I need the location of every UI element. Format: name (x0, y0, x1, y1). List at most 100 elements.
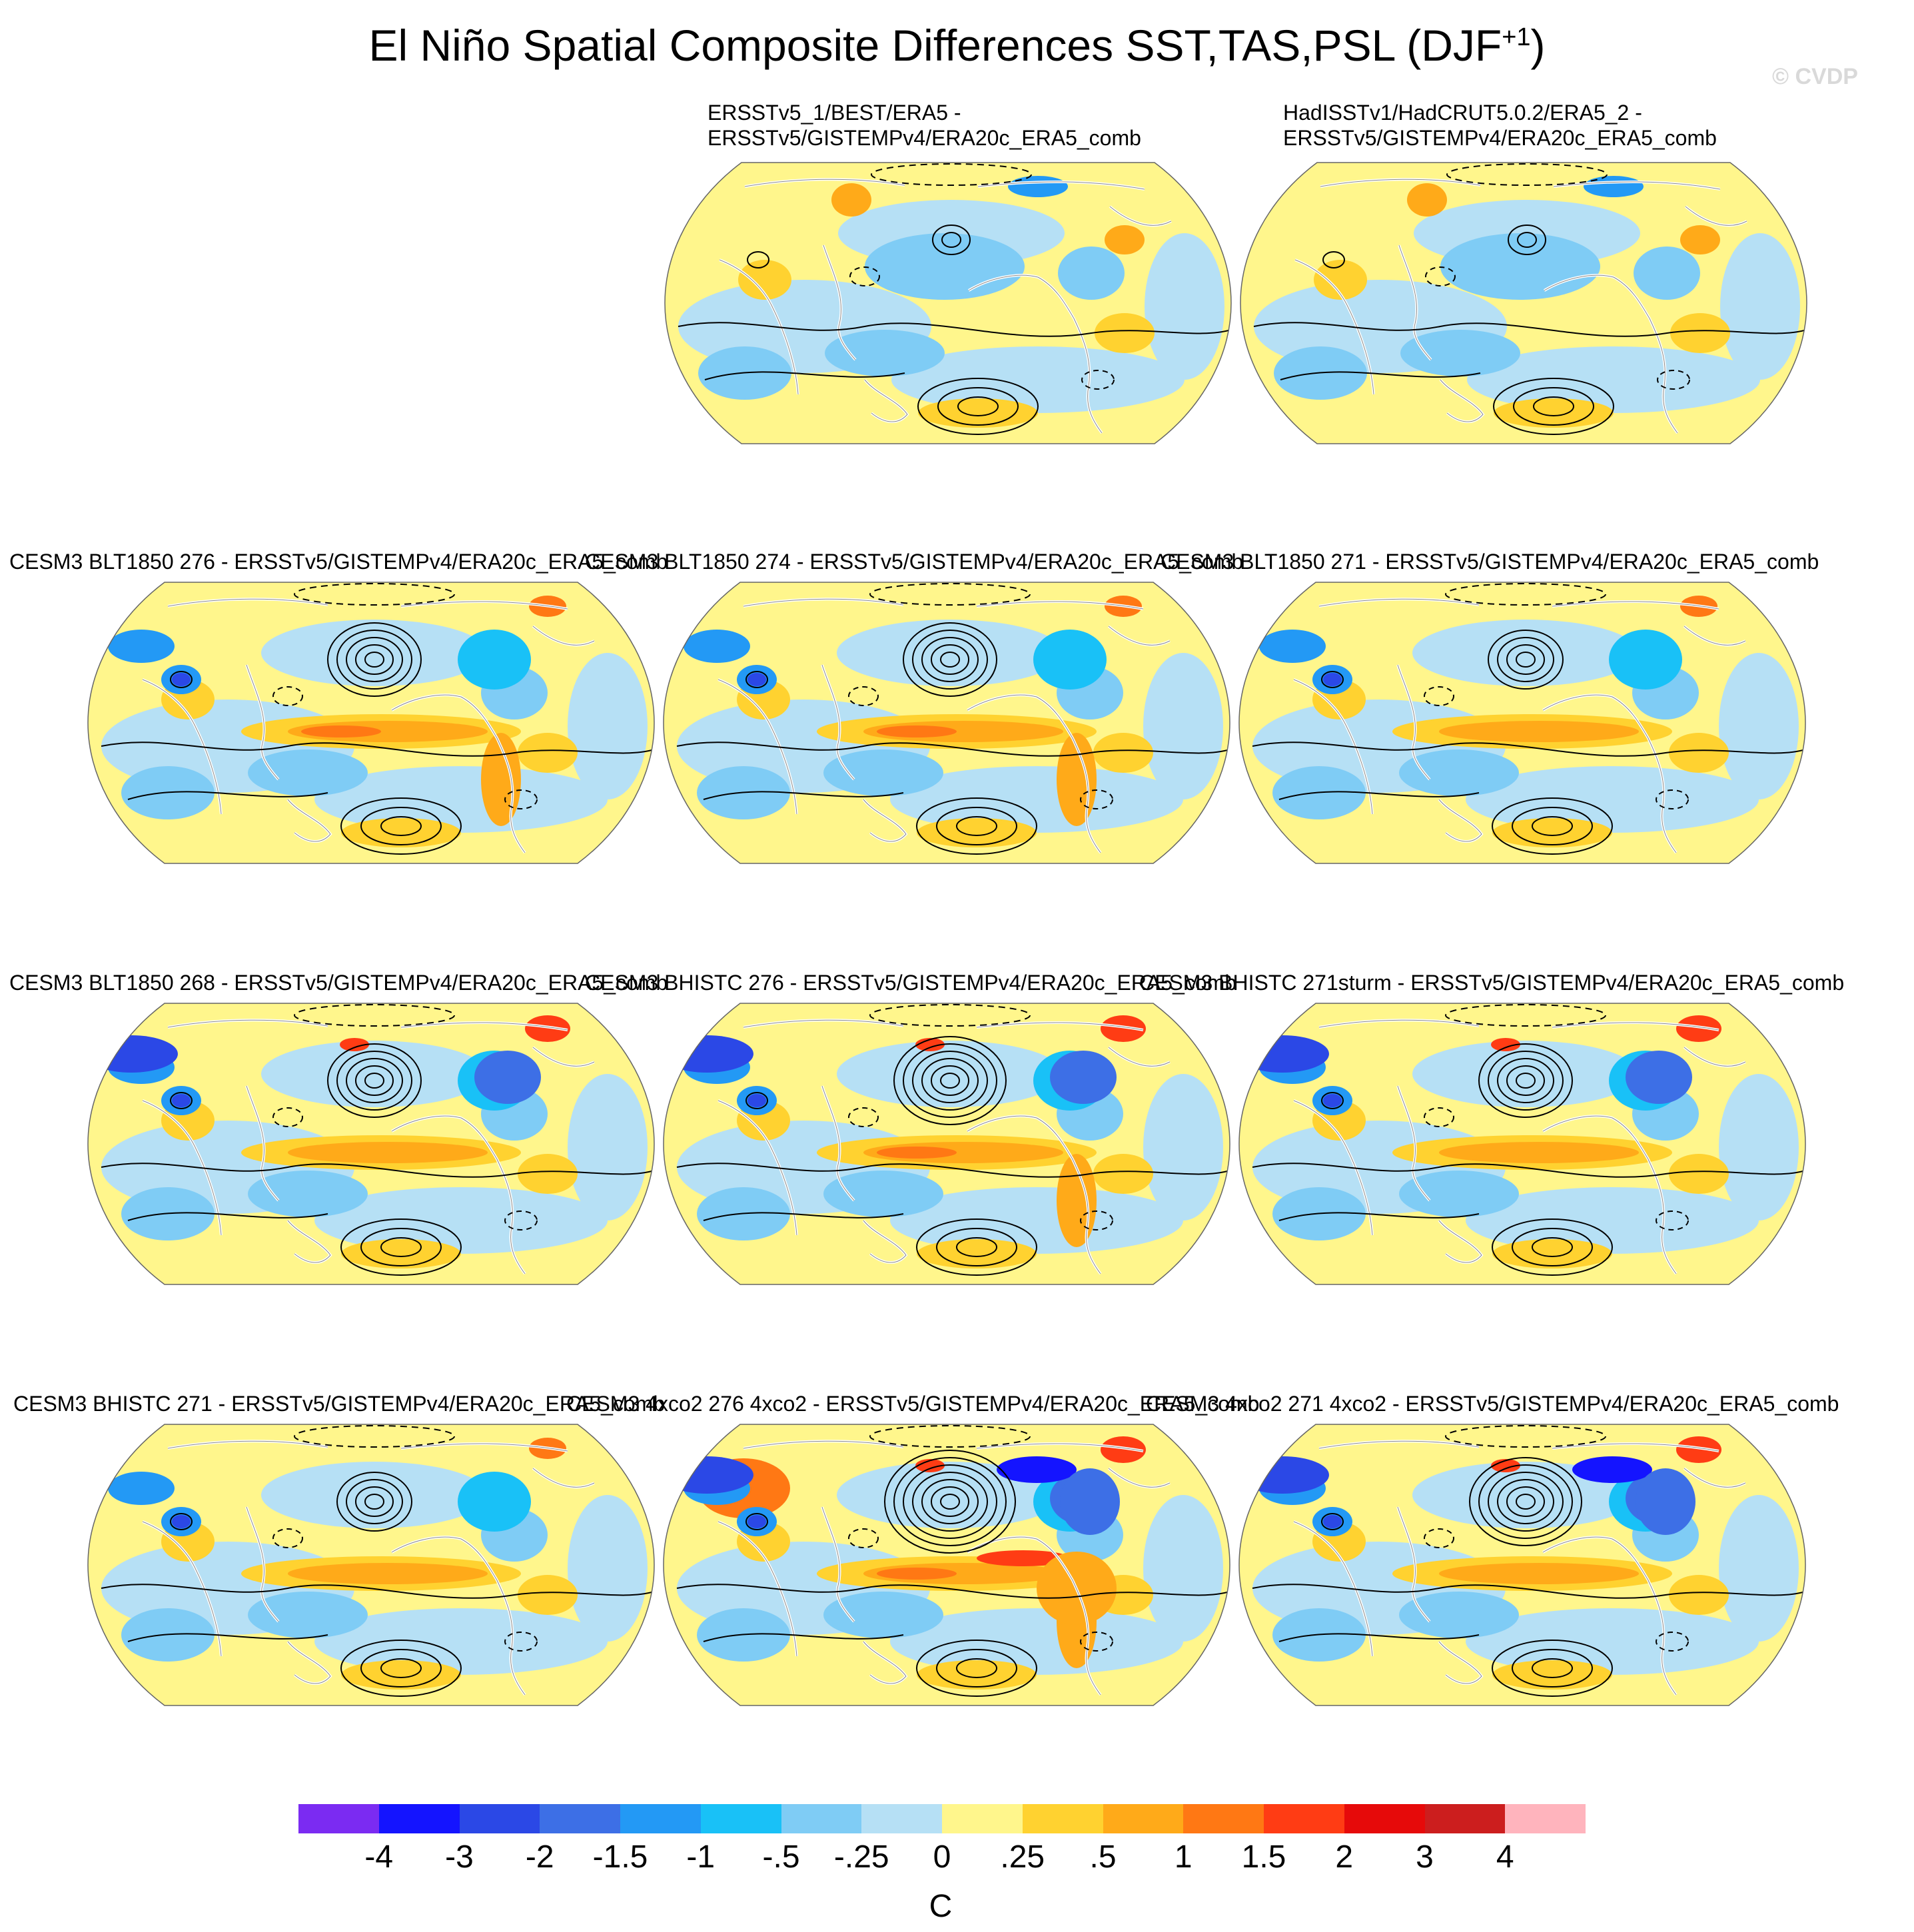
slp-contour (1512, 1649, 1593, 1688)
panel-title-7: CESM3 BHISTC 276 - ERSSTv5/GISTEMPv4/ERA… (585, 971, 1237, 995)
slp-contour (1488, 1051, 1564, 1111)
slp-contour (956, 816, 997, 836)
land-outline-edge (1108, 1047, 1171, 1067)
anomaly-cool-band (1719, 653, 1799, 799)
slp-contour-negative (1656, 789, 1689, 809)
cold-anomaly-north-america (458, 630, 531, 690)
slp-contour (127, 791, 328, 800)
anomaly-warm-patch (831, 183, 871, 217)
anomaly-cool-patch (823, 749, 943, 796)
slp-contour (364, 1494, 384, 1510)
slp-contour (936, 1228, 1017, 1266)
land-outline-edge (287, 1220, 331, 1263)
land-outline-edge (142, 679, 222, 815)
colorbar-swatch (942, 1804, 1023, 1833)
cold-anomaly-eurasia-core (1239, 1035, 1329, 1073)
land-outline-edge (718, 1100, 797, 1236)
colorbar-swatch (620, 1804, 701, 1833)
slp-contour (364, 652, 384, 668)
panel-title-10: CESM3 4xco2 276 4xco2 - ERSSTv5/GISTEMPv… (566, 1392, 1260, 1416)
land-outline-edge (532, 626, 595, 646)
slp-contour-negative (504, 789, 538, 809)
land-outline-edge (864, 379, 908, 422)
slp-contour (703, 791, 904, 800)
land-outline-edge (246, 1506, 279, 1622)
colorbar-tick-label: -4 (364, 1839, 394, 1875)
land-outline-edge (400, 1022, 568, 1031)
land-outline-edge (167, 1440, 328, 1449)
slp-contour (884, 1450, 1016, 1554)
anomaly-warm-patch (1492, 1660, 1612, 1690)
el-nino-tongue (288, 1563, 488, 1584)
cold-anomaly-north-america-core (1626, 1051, 1692, 1104)
slp-contour-negative (272, 1528, 303, 1548)
slp-contour (1506, 1486, 1545, 1517)
slp-contour (912, 1472, 988, 1532)
slp-contour-negative (272, 686, 303, 706)
panel-title-5: CESM3 BLT1850 271 - ERSSTv5/GISTEMPv4/ER… (1161, 550, 1819, 574)
slp-contour (1478, 1464, 1573, 1539)
land-outline-edge (863, 1220, 907, 1263)
land-outline-edge (1109, 206, 1172, 226)
slp-contour-negative (1424, 686, 1454, 706)
land-outline-edge (1293, 1521, 1373, 1657)
anomaly-cool-band (890, 1608, 1183, 1675)
slp-contour (336, 1051, 412, 1111)
land-outline-edge (1293, 1100, 1373, 1236)
slp-contour (941, 232, 961, 248)
warm-anomaly-bering (340, 1038, 369, 1051)
land-outline-edge (1552, 601, 1719, 610)
colorbar-tick-label: .25 (1000, 1839, 1045, 1875)
cold-anomaly-north-america (1609, 630, 1682, 690)
land-outline-edge (400, 1443, 568, 1452)
robinson-map (87, 1003, 655, 1285)
slp-contour (336, 630, 412, 690)
anomaly-cool-patch (248, 749, 368, 796)
cold-anomaly-north-america-core (1060, 1468, 1120, 1535)
map-panel-9 (87, 1422, 655, 1708)
land-outline-edge (246, 1085, 279, 1201)
slp-contour (1513, 387, 1594, 426)
slp-contour (327, 622, 422, 697)
robinson-map (1238, 582, 1806, 864)
colorbar-swatch (1183, 1804, 1264, 1833)
cold-anomaly-eurasia-core (664, 1035, 753, 1073)
anomaly-cool-patch (1400, 330, 1520, 376)
el-nino-tongue (288, 1142, 488, 1163)
slp-contour (903, 1464, 997, 1539)
anomaly-warm-patch (341, 818, 461, 847)
anomaly-warm-patch (1492, 1239, 1612, 1268)
anomaly-cool-patch (1399, 1592, 1519, 1638)
map-panel-6 (87, 1001, 655, 1287)
slp-contour (1252, 1584, 1805, 1599)
cold-anomaly-tibet-core (172, 1094, 191, 1107)
slp-contour-negative (1080, 789, 1113, 809)
panel-title-2: HadISSTv1/HadCRUT5.0.2/ERA5_2 - ERSSTv5/G… (1283, 101, 1717, 150)
land-outline-edge (863, 799, 907, 842)
land-outline-edge (1683, 1468, 1746, 1488)
slp-contour (346, 1058, 403, 1103)
anomaly-cool-patch (248, 1171, 368, 1217)
anomaly-cool-patch (1008, 176, 1068, 197)
map-border (1238, 1424, 1806, 1706)
slp-contour (921, 1058, 979, 1103)
slp-contour (937, 387, 1019, 426)
slp-contour (380, 1237, 422, 1257)
anomaly-cool-band (891, 346, 1185, 413)
land-outline-edge (1318, 1440, 1480, 1449)
anomaly-warm-patch (1105, 225, 1145, 254)
land-outline-edge (823, 244, 856, 360)
slp-contour (1253, 322, 1807, 337)
colorbar-swatch (1022, 1804, 1103, 1833)
colorbar-tick-label: -.25 (833, 1839, 889, 1875)
warm-anomaly-bering (1491, 1459, 1520, 1472)
land-outline-edge (1440, 379, 1484, 422)
slp-contour (327, 1043, 422, 1118)
slp-contour (745, 671, 768, 688)
land-outline-edge (1683, 1047, 1746, 1067)
land-outline-edge (967, 1536, 1073, 1581)
slp-contour-negative (871, 163, 1032, 186)
land-outline-edge (1552, 1022, 1719, 1031)
el-nino-tongue (1439, 1563, 1639, 1584)
land-outline-edge (967, 1115, 1073, 1160)
